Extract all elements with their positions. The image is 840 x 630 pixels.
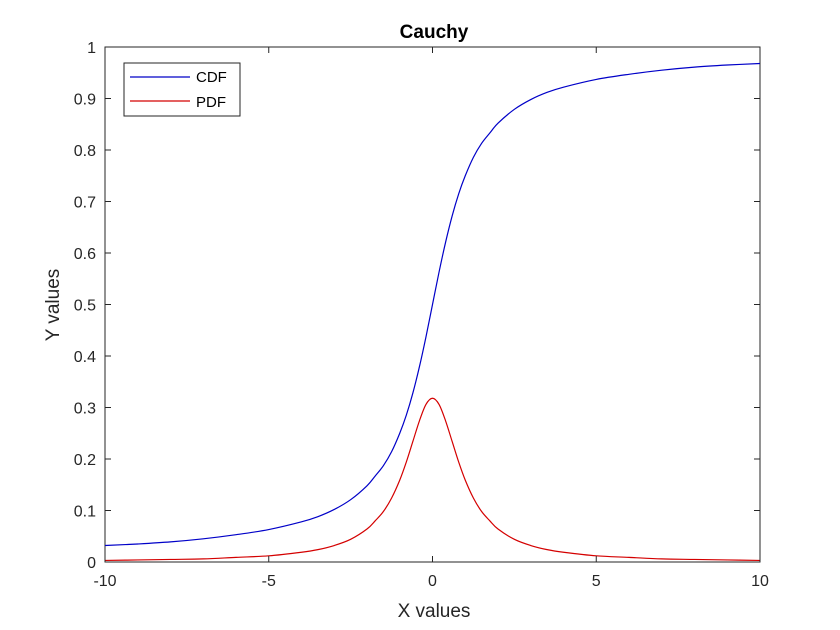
series-line-cdf [104, 62, 761, 547]
y-axis-label: Y values [43, 269, 64, 342]
y-tick-label: 0.3 [74, 401, 96, 418]
y-tick-label: 0 [87, 555, 96, 572]
chart-title: Cauchy [400, 22, 469, 43]
y-tick-label: 0.8 [74, 143, 96, 160]
y-tick-label: 0.6 [74, 246, 96, 263]
y-tick-label: 0.7 [74, 195, 96, 212]
series-layer [104, 62, 761, 562]
x-tick-label: 0 [428, 573, 437, 590]
series-line-pdf [104, 397, 761, 562]
x-tick-label: 5 [592, 573, 601, 590]
y-tick-label: 0.4 [74, 349, 96, 366]
x-tick-label: 10 [751, 573, 769, 590]
y-tick-label: 0.2 [74, 452, 96, 469]
legend-label-pdf: PDF [196, 94, 226, 111]
x-tick-label: -10 [93, 573, 116, 590]
y-tick-label: 1 [87, 40, 96, 57]
tick-layer: -10 -5 0 5 10 0 0.1 0.2 0.3 0.4 0.5 0.6 0.7 0.8 0.9 1 [74, 40, 769, 590]
y-tick-label: 0.1 [74, 504, 96, 521]
legend: CDF PDF [123, 62, 241, 117]
y-tick-label: 0.5 [74, 298, 96, 315]
x-tick-label: -5 [262, 573, 276, 590]
y-tick-label: 0.9 [74, 92, 96, 109]
x-axis-label: X values [398, 601, 471, 622]
legend-label-cdf: CDF [196, 69, 227, 86]
legend-box [123, 62, 241, 117]
